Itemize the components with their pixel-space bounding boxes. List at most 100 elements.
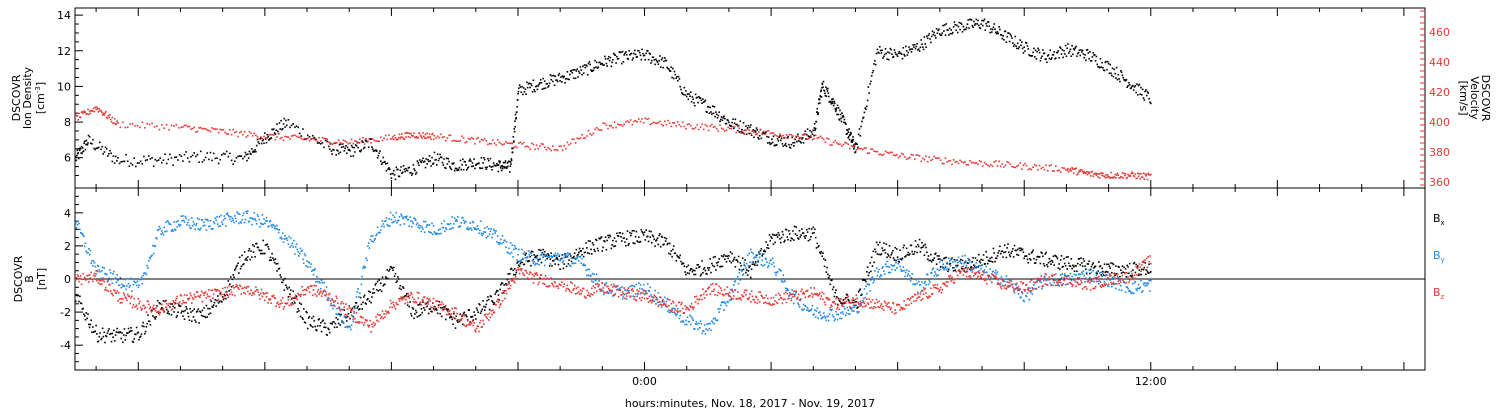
data-point [451,216,453,218]
data-point [693,273,695,276]
data-point [380,163,383,165]
data-point [1150,173,1152,176]
data-point [250,132,252,134]
data-point [862,116,865,119]
top-panel-frame [74,7,1426,189]
data-point [1145,175,1147,177]
data-point [778,136,780,138]
data-point [492,228,495,231]
data-point [931,158,934,161]
data-point [100,280,102,282]
data-point [96,147,99,149]
data-point [122,334,125,336]
data-point [84,111,87,113]
data-point [667,242,669,245]
data-point [787,135,789,138]
data-point [113,122,115,124]
data-point [1120,70,1122,72]
data-point [1132,89,1135,91]
data-point [1015,45,1017,47]
data-point [255,242,258,245]
data-point [1071,275,1073,278]
data-point [115,331,118,333]
data-point [617,235,620,237]
data-point [699,274,702,277]
data-point [922,246,924,249]
data-point [367,242,370,244]
data-point [106,332,109,334]
data-point [217,302,220,304]
data-point [237,155,239,158]
data-point [261,137,264,140]
data-point [187,125,189,128]
data-point [996,31,999,33]
data-point [275,129,277,132]
data-point [737,260,739,263]
data-point [771,263,773,266]
data-point [267,136,269,138]
data-point [680,88,682,91]
data-point [172,305,174,308]
data-point [195,222,198,225]
data-point [253,132,256,135]
data-point [985,163,987,165]
data-point [646,292,648,295]
data-point [357,288,359,290]
data-point [479,229,481,232]
data-point [326,140,329,143]
data-point [307,134,309,137]
data-point [820,89,822,91]
data-point [926,160,929,163]
data-point [479,167,482,170]
data-point [225,297,227,300]
data-point [81,111,84,113]
data-point [952,31,954,34]
data-point [122,341,124,344]
data-point [233,276,235,278]
data-point [557,74,560,77]
data-point [690,268,693,270]
data-point [369,238,372,241]
data-point [725,304,728,307]
data-point [656,61,659,63]
data-point [797,302,799,305]
data-point [722,301,724,304]
data-point [517,261,519,263]
data-point [681,263,683,265]
data-point [985,265,987,268]
data-point [131,295,133,298]
data-point [420,161,423,164]
data-point [1137,175,1140,177]
data-point [376,226,379,229]
data-point [143,325,145,328]
data-point [339,324,342,326]
data-point [822,86,824,88]
data-point [268,259,271,262]
data-point [721,265,724,268]
data-point [505,141,507,143]
y-tick-label-density: 14 [57,9,71,22]
data-point [870,80,872,83]
data-point [1012,166,1015,168]
data-point [337,152,340,155]
data-point [1001,284,1004,287]
data-point [199,296,201,298]
data-point [1120,176,1123,178]
data-point [896,256,899,258]
data-point [279,137,281,140]
data-point [924,243,926,246]
data-point [238,222,240,225]
data-point [577,255,579,257]
data-point [1138,83,1141,86]
data-point [563,256,565,259]
data-point [682,262,685,265]
data-point [706,323,708,325]
data-point [1108,176,1111,178]
data-point [1143,178,1146,180]
data-point [181,220,183,222]
data-point [1062,265,1064,268]
data-point [302,318,304,320]
data-point [308,140,311,142]
data-point [928,156,931,158]
data-point [913,158,916,160]
